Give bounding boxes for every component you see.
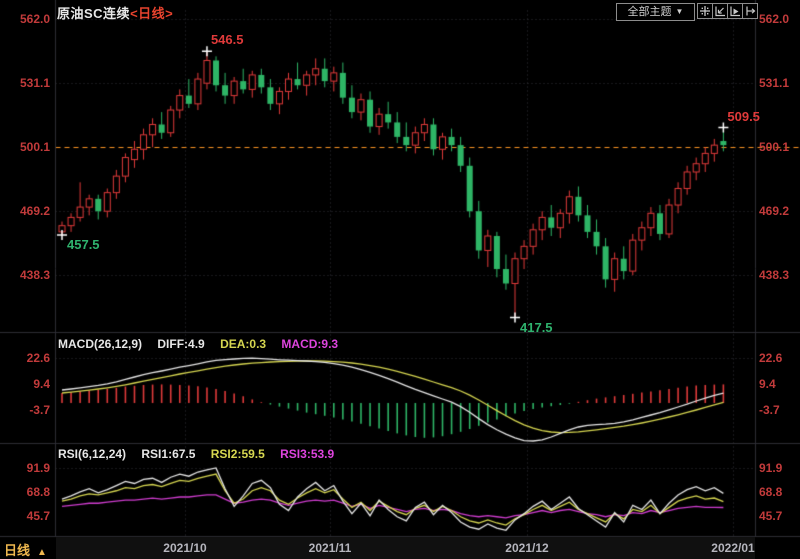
chart-title: 原油SC连续<日线> [57,3,173,22]
rsi-label-row: RSI(6,12,24) RSI1:67.5 RSI2:59.5 RSI3:53… [58,447,346,461]
shrink-x-icon [714,5,726,17]
shrink-x-button[interactable] [712,3,728,19]
price_left-axis-label-0: 562.0 [19,12,50,26]
shift-right-button[interactable] [742,3,758,19]
date-label-1: 2021/11 [308,541,352,555]
price-annotation-2: 417.5 [520,319,553,335]
macd_left-axis-label-2: -3.7 [29,403,50,417]
rsi_left-axis-label-0: 91.9 [26,461,50,475]
price_right-axis-label-3: 469.2 [759,204,790,218]
expand-x-button[interactable] [727,3,743,19]
expand-x-icon [729,5,741,17]
price-annotation-0: 457.5 [67,236,100,252]
macd_right-axis-label-1: 9.4 [759,377,776,391]
rsi3-value: RSI3:53.9 [280,447,335,461]
price_right-axis-label-1: 531.1 [759,76,790,90]
instrument-name: 原油SC连续 [57,6,131,21]
macd_left-axis-label-1: 9.4 [33,377,50,391]
macd_left-axis-label-0: 22.6 [26,351,50,365]
date-label-2: 2021/12 [505,541,549,555]
period-selector[interactable]: 日线 ▲ [4,540,47,559]
date-label-0: 2021/10 [163,541,207,555]
time-axis-strip [56,537,755,559]
price_left-axis-label-4: 438.3 [19,268,50,282]
period-selector-label: 日线 [4,543,31,558]
period-tag: <日线> [130,6,174,21]
price-annotation-3: 509.5 [727,108,760,124]
price_right-axis-label-0: 562.0 [759,12,790,26]
rsi_left-axis-label-1: 68.8 [26,485,50,499]
macd_right-axis-label-0: 22.6 [759,351,783,365]
price_right-axis-label-2: 500.1 [759,140,790,154]
rsi1-value: RSI1:67.5 [141,447,196,461]
rsi_right-axis-label-1: 68.8 [759,485,783,499]
macd-dea-value: DEA:0.3 [220,337,267,351]
macd-diff-value: DIFF:4.9 [157,337,205,351]
rsi-name: RSI(6,12,24) [58,447,127,461]
rsi_right-axis-label-0: 91.9 [759,461,783,475]
macd_right-axis-label-2: -3.7 [759,403,780,417]
macd-macd-value: MACD:9.3 [281,337,339,351]
pan-tool-button[interactable] [697,3,713,19]
price_left-axis-label-2: 500.1 [19,140,50,154]
date-label-3: 2022/01 [711,541,755,555]
theme-dropdown-label: 全部主题 [627,6,672,18]
price_right-axis-label-4: 438.3 [759,268,790,282]
rsi_right-axis-label-2: 45.7 [759,509,783,523]
price_left-axis-label-1: 531.1 [19,76,50,90]
rsi_left-axis-label-2: 45.7 [26,509,50,523]
rsi2-value: RSI2:59.5 [210,447,265,461]
price-annotation-1: 546.5 [210,32,244,48]
macd-name: MACD(26,12,9) [58,337,143,351]
triangle-up-icon: ▲ [37,547,47,558]
macd-label-row: MACD(26,12,9) DIFF:4.9 DEA:0.3 MACD:9.3 [58,337,350,351]
chevron-down-icon: ▼ [675,7,684,16]
shift-right-icon [744,5,756,17]
pan-tool-icon [699,5,711,17]
theme-dropdown[interactable]: 全部主题 ▼ [616,3,695,21]
price_left-axis-label-3: 469.2 [19,204,50,218]
